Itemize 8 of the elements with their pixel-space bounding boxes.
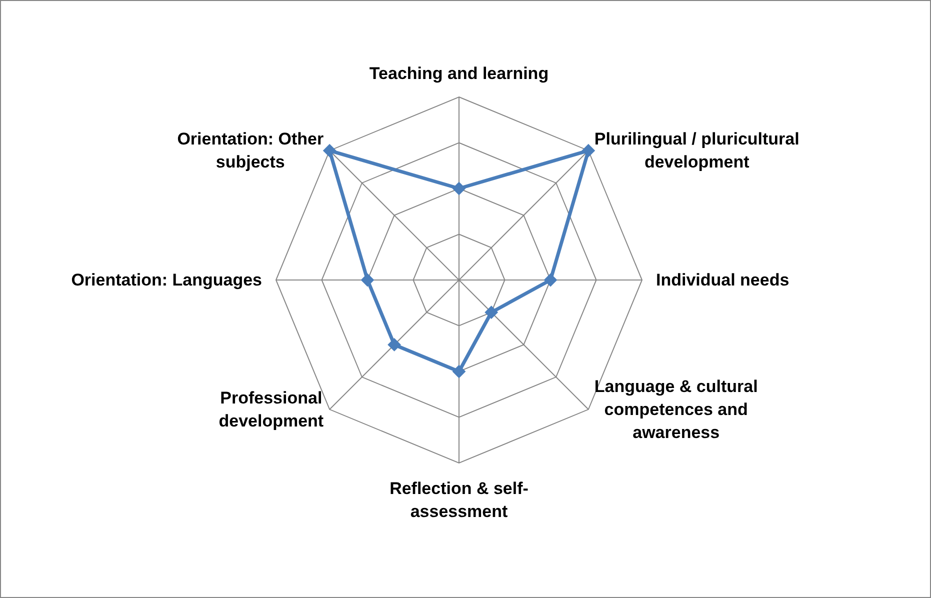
spoke-label: Reflection & self-assessment xyxy=(390,479,528,521)
spoke-label: Plurilingual / pluricultural development xyxy=(594,130,800,172)
spoke-label: Orientation: Languages xyxy=(71,270,262,290)
spoke-label: Language & cultural competences and awareness xyxy=(594,376,758,442)
spoke-label: Teaching and learning xyxy=(369,64,549,83)
spoke-label: Orientation: Other subjects xyxy=(177,130,324,172)
spoke-label: Individual needs xyxy=(656,270,790,290)
spoke-label: Professional development xyxy=(218,388,324,430)
